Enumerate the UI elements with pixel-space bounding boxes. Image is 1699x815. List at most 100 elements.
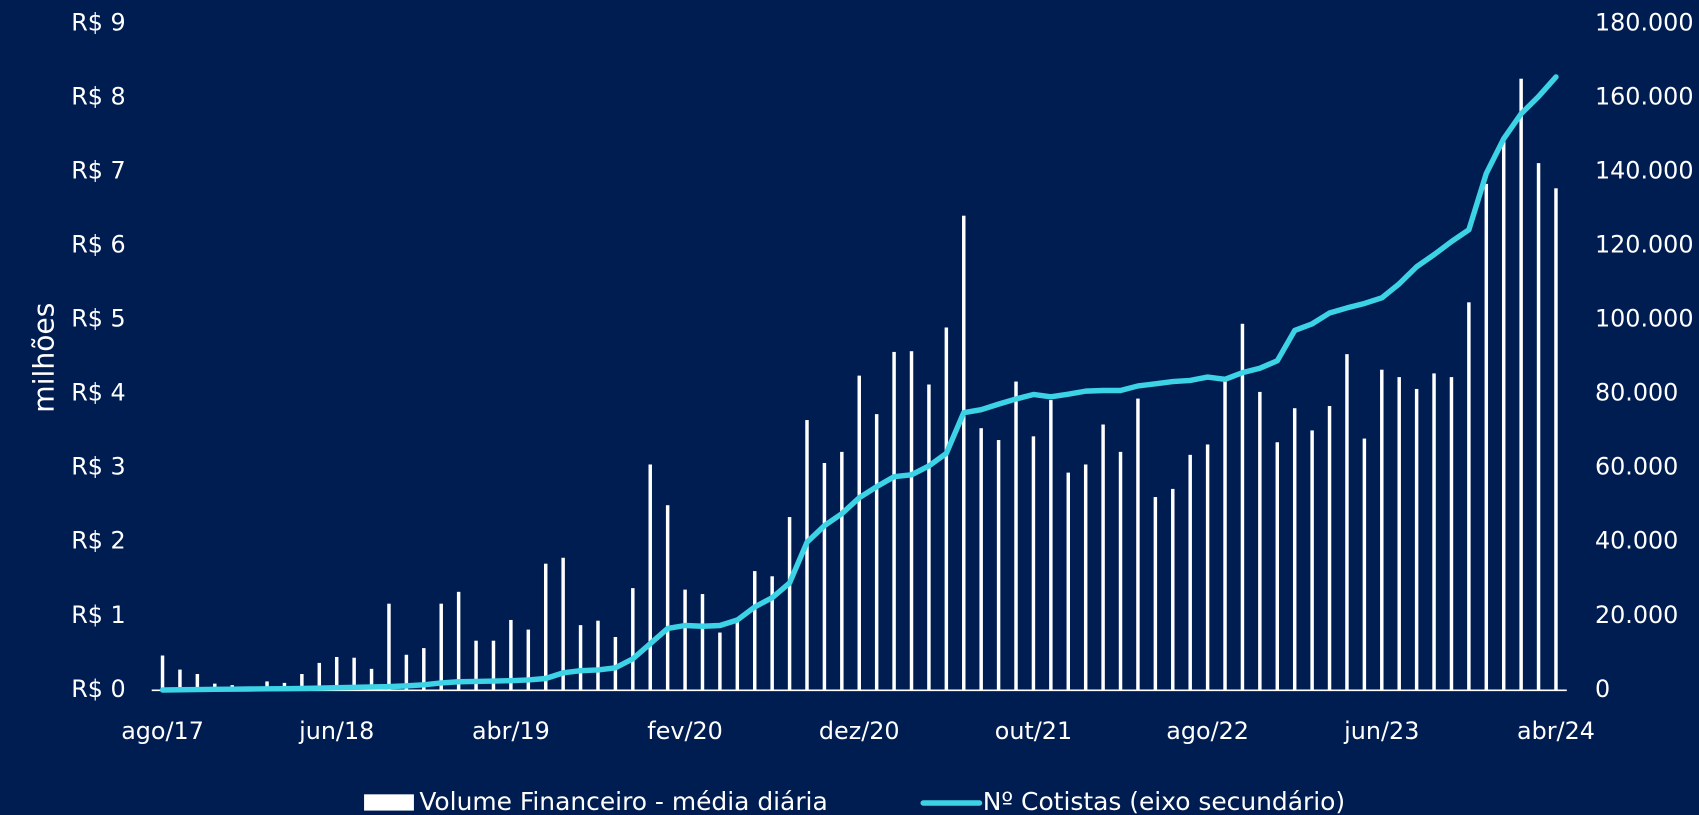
- x-tick-label: ago/22: [1166, 717, 1249, 745]
- bar: [1554, 188, 1558, 691]
- legend-label: Volume Financeiro - média diária: [419, 787, 827, 815]
- bar: [491, 640, 496, 691]
- bar: [1501, 137, 1506, 691]
- bar: [1275, 442, 1280, 691]
- bar: [596, 620, 600, 691]
- bar: [1014, 381, 1018, 691]
- bar: [909, 351, 914, 691]
- bar: [1049, 400, 1053, 691]
- y2-tick-label: 40.000: [1595, 527, 1678, 555]
- bar: [178, 669, 182, 691]
- y-tick-label: R$ 1: [71, 601, 125, 629]
- bar: [1449, 377, 1454, 691]
- bar: [1327, 405, 1332, 691]
- bar: [700, 594, 705, 691]
- legend-label: Nº Cotistas (eixo secundário): [983, 787, 1345, 815]
- bar: [1380, 369, 1384, 691]
- bar: [474, 640, 478, 691]
- bar: [439, 603, 443, 691]
- y2-tick-label: 0: [1595, 675, 1610, 703]
- bar: [1153, 497, 1158, 691]
- y-tick-label: R$ 3: [71, 453, 125, 481]
- bar: [1240, 323, 1245, 691]
- bar: [665, 505, 670, 691]
- bar: [509, 619, 513, 691]
- bar: [422, 648, 426, 691]
- bar: [526, 629, 531, 691]
- bar: [1223, 380, 1227, 691]
- bar: [265, 681, 269, 691]
- x-tick-label: ago/17: [121, 717, 204, 745]
- y-tick-label: R$ 6: [71, 231, 125, 259]
- bar: [1310, 430, 1314, 691]
- bar: [787, 517, 792, 691]
- bar: [944, 327, 949, 691]
- x-tick-label: out/21: [995, 717, 1072, 745]
- bar: [160, 655, 165, 691]
- bar: [822, 462, 827, 691]
- bar: [683, 589, 687, 691]
- bar: [561, 557, 565, 691]
- line: [159, 74, 1559, 693]
- bar: [857, 375, 861, 691]
- bar: [1362, 438, 1367, 691]
- bar: [1171, 488, 1175, 691]
- bar: [735, 617, 740, 691]
- bar: [770, 576, 774, 691]
- bar: [1205, 444, 1210, 691]
- bar: [805, 420, 809, 691]
- bar: [1292, 408, 1297, 691]
- x-tick-label: jun/23: [1343, 717, 1419, 745]
- y-tick-label: R$ 4: [71, 379, 125, 407]
- y-axis-label: milhões: [28, 303, 61, 413]
- bar: [1066, 472, 1071, 691]
- bar: [631, 588, 635, 691]
- bar: [387, 603, 391, 691]
- y2-tick-label: 180.000: [1595, 8, 1694, 36]
- bar: [404, 654, 409, 691]
- bar: [1467, 302, 1471, 691]
- bar: [1118, 451, 1123, 691]
- y-tick-label: R$ 7: [71, 157, 125, 185]
- bar: [1031, 436, 1036, 691]
- bar: [718, 632, 722, 691]
- bar: [927, 384, 931, 691]
- x-tick-label: dez/20: [819, 717, 900, 745]
- bar: [352, 657, 356, 691]
- y2-tick-label: 160.000: [1595, 82, 1694, 110]
- y2-tick-label: 140.000: [1595, 157, 1694, 185]
- bar: [1188, 454, 1192, 691]
- bar: [1397, 377, 1401, 691]
- bar: [1083, 464, 1088, 691]
- bar: [962, 215, 966, 691]
- bar: [1484, 183, 1489, 691]
- bar: [1258, 391, 1262, 691]
- x-tick-label: fev/20: [647, 717, 723, 745]
- bar: [578, 625, 583, 691]
- bar: [300, 674, 304, 691]
- bar: [456, 591, 461, 691]
- bar: [979, 428, 983, 691]
- x-tick-label: jun/18: [298, 717, 374, 745]
- y2-tick-label: 60.000: [1595, 453, 1678, 481]
- bar: [1414, 388, 1419, 691]
- bar: [1536, 163, 1541, 691]
- bar: [648, 464, 652, 691]
- bar: [543, 563, 548, 691]
- y-tick-label: R$ 9: [71, 8, 125, 36]
- x-tick-label: abr/19: [472, 717, 550, 745]
- y2-tick-label: 80.000: [1595, 379, 1678, 407]
- bar: [1136, 398, 1140, 691]
- bar: [840, 451, 844, 691]
- y2-tick-label: 100.000: [1595, 305, 1694, 333]
- legend-swatch: [364, 794, 414, 811]
- y-tick-label: R$ 5: [71, 305, 125, 333]
- bar: [1432, 373, 1436, 691]
- bar: [334, 656, 339, 691]
- bar: [874, 414, 879, 691]
- bar: [613, 636, 618, 691]
- bar: [753, 571, 757, 691]
- bar: [892, 351, 896, 691]
